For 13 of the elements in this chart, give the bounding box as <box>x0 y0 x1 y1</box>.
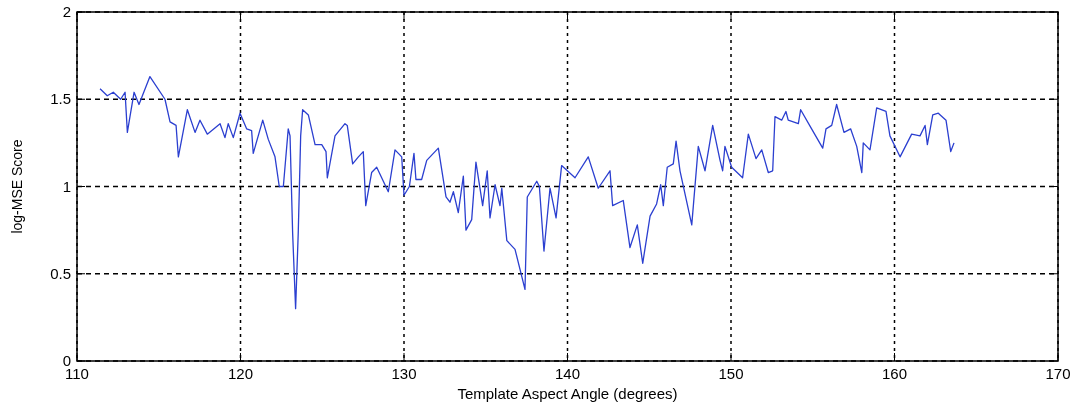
x-tick-label: 150 <box>718 365 744 382</box>
x-axis-title: Template Aspect Angle (degrees) <box>457 385 678 402</box>
line-series <box>99 75 955 310</box>
y-tick-label: 0.5 <box>50 264 71 282</box>
x-tick-label: 130 <box>391 365 417 382</box>
x-tick-label: 140 <box>554 365 581 382</box>
y-tick-label: 1 <box>62 177 71 195</box>
y-tick-label: 2 <box>62 3 71 20</box>
y-axis-title: log-MSE Score <box>9 139 25 234</box>
x-tick-label: 120 <box>227 365 254 382</box>
x-tick-label: 170 <box>1045 365 1071 382</box>
y-tick-label: 1.5 <box>50 90 71 108</box>
x-tick-label: 160 <box>881 365 908 382</box>
